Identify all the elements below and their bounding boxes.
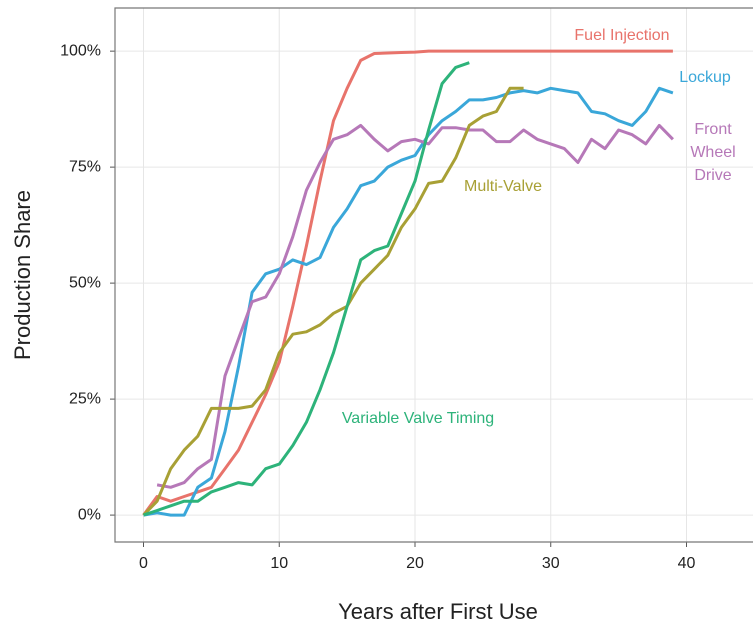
series-line [142, 86, 524, 517]
plot-border [114, 7, 753, 543]
x-tick-label: 40 [678, 555, 696, 572]
series-label: Lockup [679, 69, 731, 86]
series-label: Front Wheel Drive [690, 121, 735, 184]
series-label: Multi-Valve [464, 178, 542, 195]
y-tick-label: 0% [78, 506, 101, 523]
series-line [156, 123, 674, 489]
x-tick-label: 20 [406, 555, 424, 572]
y-tick-label: 75% [69, 158, 101, 175]
x-tick-label: 30 [542, 555, 560, 572]
y-tick-label: 50% [69, 274, 101, 291]
y-tick-label: 25% [69, 390, 101, 407]
series-label: Variable Valve Timing [342, 410, 494, 427]
y-axis-label: Production Share [10, 190, 35, 360]
y-tick-label: 100% [60, 42, 101, 59]
x-axis-label: Years after First Use [338, 599, 538, 624]
series-line [143, 86, 674, 517]
x-tick-label: 0 [139, 555, 148, 572]
x-tick-label: 10 [270, 555, 288, 572]
series-label: Fuel Injection [574, 27, 669, 44]
series-line [142, 49, 673, 516]
series-line [143, 61, 470, 517]
